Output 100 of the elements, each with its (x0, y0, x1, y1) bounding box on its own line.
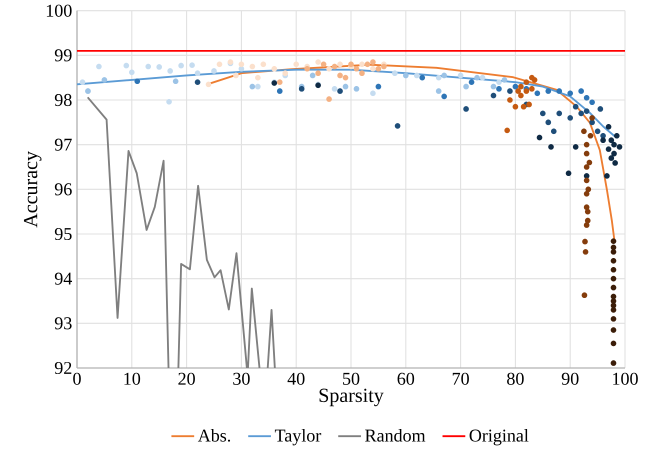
point (436, 88, 442, 94)
point (611, 150, 617, 156)
point (320, 61, 326, 68)
point (496, 79, 502, 85)
point (271, 66, 278, 72)
point (490, 84, 496, 90)
point (166, 98, 172, 105)
point (584, 108, 590, 114)
point (610, 340, 616, 346)
point (606, 124, 612, 130)
point (342, 84, 348, 90)
point (419, 74, 426, 80)
point (611, 142, 617, 148)
point (556, 88, 562, 94)
point (463, 84, 469, 90)
point (298, 86, 304, 92)
point (326, 66, 332, 72)
x-tick-label: 0 (73, 372, 81, 385)
point (276, 79, 283, 85)
y-tick-label: 93 (54, 317, 72, 330)
point (584, 218, 591, 224)
legend-label: Original (470, 428, 529, 446)
point (441, 72, 447, 78)
point (233, 72, 239, 78)
point (598, 106, 604, 112)
y-tick-label: 94 (54, 272, 72, 285)
point (414, 72, 420, 78)
point (578, 110, 584, 116)
point (550, 128, 557, 134)
point (293, 61, 299, 68)
point (566, 170, 572, 176)
point (610, 360, 616, 366)
legend-label: Abs. (198, 428, 230, 442)
point (572, 144, 578, 150)
point (394, 123, 400, 129)
point (556, 110, 562, 116)
point (172, 78, 178, 84)
point (610, 316, 616, 322)
point (610, 276, 616, 282)
point (376, 66, 382, 72)
x-axis-title: Sparsity (320, 388, 384, 406)
x-tick-label: 100 (613, 372, 638, 385)
point (194, 79, 200, 85)
point (282, 70, 288, 76)
point (584, 164, 590, 170)
point (586, 160, 592, 166)
point (370, 66, 376, 72)
point (216, 61, 222, 68)
point (364, 61, 370, 68)
point (496, 86, 502, 92)
point (589, 115, 595, 121)
point (337, 88, 343, 94)
point (507, 88, 513, 94)
y-tick-label: 98 (54, 94, 72, 106)
point (315, 70, 321, 76)
point (582, 292, 588, 298)
x-tick-label: 30 (233, 372, 250, 385)
point (436, 74, 442, 80)
point (610, 284, 616, 290)
point (370, 59, 376, 65)
point (536, 134, 542, 140)
point (534, 90, 540, 96)
x-tick-label: 70 (452, 372, 469, 385)
point (403, 72, 409, 78)
point (584, 150, 590, 156)
point (524, 79, 530, 85)
point (376, 84, 382, 90)
point (518, 84, 524, 90)
point (129, 70, 135, 76)
point (545, 88, 552, 94)
point (381, 64, 387, 70)
point (610, 298, 616, 304)
point (512, 104, 518, 110)
point (502, 77, 508, 83)
point (567, 90, 574, 96)
point (581, 128, 587, 134)
y-tick-label: 99 (54, 49, 72, 62)
point (610, 307, 616, 313)
point (614, 132, 620, 139)
point (606, 146, 612, 152)
point (572, 104, 578, 110)
point (610, 258, 616, 264)
y-tick-label: 97 (54, 138, 72, 151)
point (255, 74, 261, 80)
point (134, 78, 140, 84)
point (102, 77, 108, 83)
point (167, 68, 173, 74)
point (616, 144, 622, 150)
point (490, 92, 496, 98)
point (610, 238, 616, 244)
point (124, 62, 130, 68)
point (594, 128, 600, 134)
point (608, 137, 614, 144)
y-tick-label: 92 (54, 362, 72, 374)
point (337, 72, 343, 78)
point (612, 160, 618, 166)
point (526, 102, 532, 108)
point (588, 132, 594, 139)
point (463, 106, 469, 112)
point (608, 155, 614, 161)
